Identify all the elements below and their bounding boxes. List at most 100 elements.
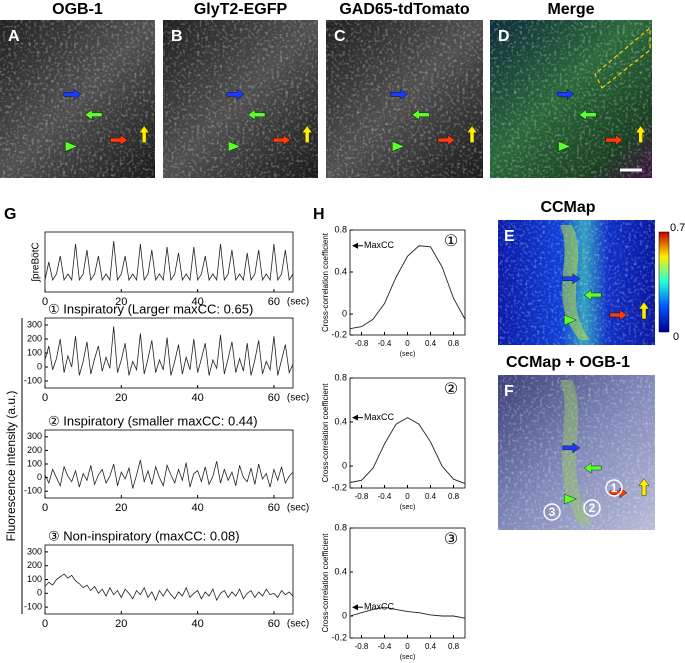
x-tick-label: 0.8 xyxy=(448,492,460,501)
panel-label: E xyxy=(504,228,515,245)
cell-marker xyxy=(543,503,561,521)
micrograph xyxy=(490,20,652,178)
annotation-arrow xyxy=(352,242,358,249)
trace xyxy=(44,573,294,602)
arrow xyxy=(638,478,650,496)
cc-curve xyxy=(349,245,466,330)
arrow xyxy=(583,289,602,301)
arrow xyxy=(63,88,82,100)
y-tick-label: 200 xyxy=(27,333,42,343)
arrow xyxy=(138,125,150,143)
x-tick-label: -0.4 xyxy=(378,642,392,651)
cell-label: 1 xyxy=(611,481,618,495)
arrow xyxy=(562,273,581,285)
arrow xyxy=(609,309,628,321)
arrow xyxy=(466,125,478,143)
plot-frame xyxy=(44,231,294,293)
arrow xyxy=(638,301,650,320)
panel-title: CCMap + OGB-1 xyxy=(506,354,630,371)
y-tick-label: -100 xyxy=(24,601,42,611)
x-tick-label: 0 xyxy=(42,392,48,404)
image-texture xyxy=(490,20,652,178)
arrowhead xyxy=(558,141,572,152)
x-tick-label: 0 xyxy=(42,296,48,308)
y-tick-label: -100 xyxy=(24,486,42,496)
x-tick-label: 60 xyxy=(268,296,280,308)
panel-title: CCMap xyxy=(540,199,595,216)
cc-curve xyxy=(349,417,466,485)
y-tick-label: 0 xyxy=(342,460,347,470)
panel-label: D xyxy=(498,28,510,45)
x-unit: (sec) xyxy=(400,351,416,358)
panel-title: Merge xyxy=(547,1,594,18)
x-tick-label: -0.4 xyxy=(378,339,392,348)
y-tick-label: 0 xyxy=(37,588,42,598)
annotation: MaxCC xyxy=(364,602,395,612)
cc-curve xyxy=(349,606,466,619)
x-tick-label: 20 xyxy=(115,392,127,404)
x-unit: (sec) xyxy=(287,619,309,630)
x-unit: (sec) xyxy=(287,297,309,308)
plot-title: ③ Non-inspiratory (maxCC: 0.08) xyxy=(48,528,240,543)
x-tick-label: 0.4 xyxy=(425,492,437,501)
y-tick-label: 0.8 xyxy=(334,224,347,234)
colorbar-label: 0 xyxy=(673,331,679,343)
overlay-image xyxy=(498,375,655,530)
y-axis-label: Cross-correlation coefficient xyxy=(321,533,330,633)
plot-frame xyxy=(44,544,294,615)
panel-label: H xyxy=(313,206,325,223)
x-tick-label: 0.8 xyxy=(448,642,460,651)
trace xyxy=(44,459,294,489)
cell-label: 2 xyxy=(589,501,596,515)
y-tick-label: 0 xyxy=(37,361,42,371)
x-tick-label: 40 xyxy=(191,296,203,308)
y-axis-label: Cross-correlation coefficient xyxy=(321,383,330,483)
colorbar xyxy=(658,231,670,333)
annotation-arrow xyxy=(352,604,358,611)
x-tick-label: 20 xyxy=(115,502,127,514)
ccmap-image xyxy=(498,220,655,345)
y-tick-label: -0.2 xyxy=(331,329,347,339)
x-unit: (sec) xyxy=(287,393,309,404)
arrow xyxy=(226,88,245,100)
arrow xyxy=(609,487,628,499)
arrow xyxy=(247,109,266,121)
y-tick-label: -0.2 xyxy=(331,632,347,642)
x-unit: (sec) xyxy=(287,503,309,514)
arrow xyxy=(273,134,291,146)
micrograph xyxy=(163,20,318,178)
x-tick-label: -0.4 xyxy=(378,492,392,501)
x-tick-label: 60 xyxy=(268,502,280,514)
annotation: MaxCC xyxy=(364,412,395,422)
arrowhead xyxy=(228,141,241,152)
plot-title: ① Inspiratory (Larger maxCC: 0.65) xyxy=(48,301,253,316)
panel-label: C xyxy=(334,28,346,45)
image-texture xyxy=(0,20,155,178)
panel-label: B xyxy=(171,28,183,45)
panel-title: GlyT2-EGFP xyxy=(194,1,288,18)
panel-title: OGB-1 xyxy=(52,1,103,18)
y-tick-label: 200 xyxy=(27,445,42,455)
y-tick-label: 0.4 xyxy=(334,416,347,426)
y-tick-label: 300 xyxy=(27,546,42,556)
x-tick-label: 0 xyxy=(405,642,410,651)
arrow xyxy=(390,88,409,100)
y-tick-label: 100 xyxy=(27,347,42,357)
x-unit: (sec) xyxy=(400,504,416,511)
x-tick-label: 0.4 xyxy=(425,642,437,651)
y-tick-label: -100 xyxy=(24,375,42,385)
x-tick-label: 0 xyxy=(42,618,48,630)
panel-label: G xyxy=(4,206,16,223)
plot-title: ② Inspiratory (smaller maxCC: 0.44) xyxy=(48,413,258,428)
arrow xyxy=(583,462,602,474)
x-tick-label: 60 xyxy=(268,618,280,630)
image-texture xyxy=(163,20,318,178)
y-tick-label: 0 xyxy=(342,308,347,318)
x-tick-label: 0.8 xyxy=(448,339,460,348)
plot-marker: ② xyxy=(444,381,458,398)
arrowhead xyxy=(564,493,577,505)
plot-frame xyxy=(44,429,294,499)
x-tick-label: 0 xyxy=(405,339,410,348)
y-tick-label: 300 xyxy=(27,431,42,441)
